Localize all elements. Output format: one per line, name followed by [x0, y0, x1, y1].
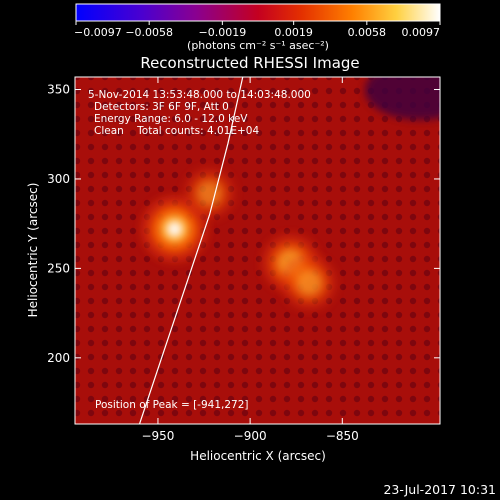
x-axis-label: Heliocentric X (arcsec)	[190, 449, 326, 463]
x-tick-label: −950	[141, 429, 174, 443]
colorbar-tick-label: 0.0097	[402, 26, 441, 39]
colorbar: −0.0097 −0.0058 −0.0019 0.0019 0.0058 0.0097 …	[74, 3, 441, 52]
x-tick-label: −900	[234, 429, 267, 443]
annotation-detectors: Detectors: 3F 6F 9F, Att 0	[94, 101, 229, 113]
y-axis-ticks: 200 250 300 350	[47, 83, 440, 365]
annotations: 5-Nov-2014 13:53:48.000 to 14:03:48.000 …	[88, 89, 311, 411]
annotation-energy: Energy Range: 6.0 - 12.0 keV	[94, 113, 248, 125]
colorbar-unit-label: (photons cm⁻² s⁻¹ asec⁻²)	[187, 39, 329, 52]
y-tick-label: 300	[47, 172, 70, 186]
plot-area: −950 −900 −850 200 250 300 350	[47, 76, 441, 443]
solar-limb-curve	[138, 77, 244, 424]
annotation-clean: Clean Total counts: 4.01E+04	[94, 125, 259, 137]
colorbar-tick-label: −0.0097	[74, 26, 122, 39]
y-axis-label: Heliocentric Y (arcsec)	[26, 183, 40, 318]
date-stamp: 23-Jul-2017 10:31	[383, 482, 496, 497]
x-tick-label: −850	[326, 429, 359, 443]
annotation-time: 5-Nov-2014 13:53:48.000 to 14:03:48.000	[88, 89, 311, 101]
peak-position-label: Position of Peak = [-941,272]	[95, 399, 249, 411]
colorbar-ticks: −0.0097 −0.0058 −0.0019 0.0019 0.0058 0.0097	[74, 21, 441, 39]
emission-source	[197, 181, 222, 206]
emission-sources	[140, 166, 338, 312]
plot-frame	[74, 76, 441, 425]
colorbar-tick-label: 0.0058	[348, 26, 387, 39]
chart-title: Reconstructed RHESSI Image	[140, 54, 359, 72]
y-tick-label: 350	[47, 83, 70, 97]
colorbar-tick-label: −0.0019	[198, 26, 246, 39]
emission-source	[296, 270, 322, 296]
x-axis-ticks: −950 −900 −850	[141, 77, 359, 443]
y-tick-label: 200	[47, 351, 70, 365]
colorbar-tick-label: −0.0058	[125, 26, 173, 39]
ripple-texture	[75, 77, 440, 424]
colorbar-tick-label: 0.0019	[274, 26, 313, 39]
y-tick-label: 250	[47, 261, 70, 275]
dark-corner	[365, 77, 440, 120]
colorbar-gradient	[75, 3, 441, 22]
emission-source	[166, 221, 183, 238]
